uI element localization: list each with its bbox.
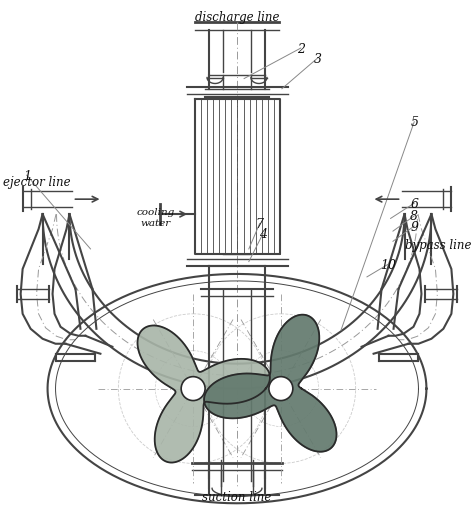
- Text: 4: 4: [259, 228, 267, 241]
- Text: 2: 2: [297, 42, 305, 55]
- Text: 8: 8: [410, 210, 418, 223]
- Text: suction line: suction line: [202, 490, 272, 503]
- Polygon shape: [204, 315, 337, 452]
- Text: discharge line: discharge line: [195, 11, 279, 24]
- Text: 5: 5: [410, 116, 418, 129]
- Circle shape: [181, 377, 205, 401]
- Text: 9: 9: [410, 220, 418, 233]
- Text: 3: 3: [313, 52, 321, 66]
- Text: bypass line: bypass line: [405, 238, 471, 251]
- Text: 10: 10: [380, 258, 396, 271]
- Text: cooling
water: cooling water: [136, 208, 174, 228]
- Circle shape: [269, 377, 293, 401]
- Text: 7: 7: [255, 217, 264, 231]
- Text: 6: 6: [410, 197, 418, 210]
- Text: 1: 1: [23, 169, 31, 182]
- Polygon shape: [137, 326, 270, 463]
- Text: ejector line: ejector line: [3, 176, 70, 188]
